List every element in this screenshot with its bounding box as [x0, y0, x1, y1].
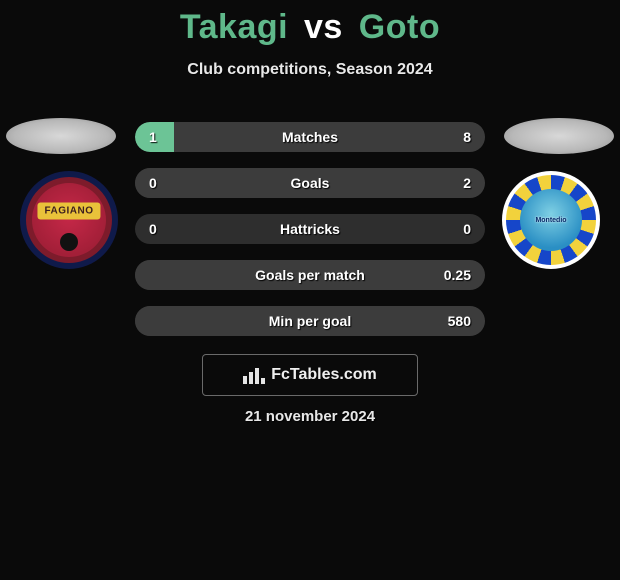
bar-chart-icon [243, 366, 265, 384]
date-label: 21 november 2024 [0, 408, 620, 425]
player2-name: Goto [359, 8, 440, 46]
vs-label: vs [304, 8, 343, 46]
club-badge-left: FAGIANO [20, 171, 118, 269]
stat-label: Min per goal [135, 306, 485, 336]
club-right-label: Montedio [535, 217, 566, 224]
soccer-ball-icon [60, 233, 78, 251]
stat-row: 580Min per goal [135, 306, 485, 336]
player1-name: Takagi [180, 8, 288, 46]
stat-row: 18Matches [135, 122, 485, 152]
subtitle: Club competitions, Season 2024 [0, 61, 620, 79]
brand-box[interactable]: FcTables.com [202, 354, 418, 396]
player2-avatar-placeholder [504, 118, 614, 154]
stat-label: Hattricks [135, 214, 485, 244]
stat-row: 00Hattricks [135, 214, 485, 244]
stat-label: Goals per match [135, 260, 485, 290]
stats-container: 18Matches 02Goals 00Hattricks 0.25Goals per… [135, 122, 485, 352]
club-badge-right: Montedio [502, 171, 600, 269]
player1-avatar-placeholder [6, 118, 116, 154]
stat-row: 0.25Goals per match [135, 260, 485, 290]
brand-label: FcTables.com [271, 366, 377, 384]
stat-row: 02Goals [135, 168, 485, 198]
club-right-inner: Montedio [520, 189, 582, 251]
club-left-label: FAGIANO [37, 203, 100, 220]
page-title: Takagi vs Goto [0, 0, 620, 47]
stat-label: Matches [135, 122, 485, 152]
stat-label: Goals [135, 168, 485, 198]
